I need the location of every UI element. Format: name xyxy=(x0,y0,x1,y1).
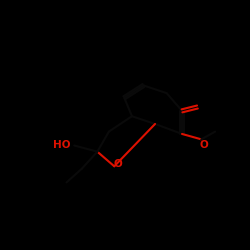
Text: O: O xyxy=(199,140,208,150)
Text: O: O xyxy=(114,159,122,169)
Text: HO: HO xyxy=(53,140,70,150)
